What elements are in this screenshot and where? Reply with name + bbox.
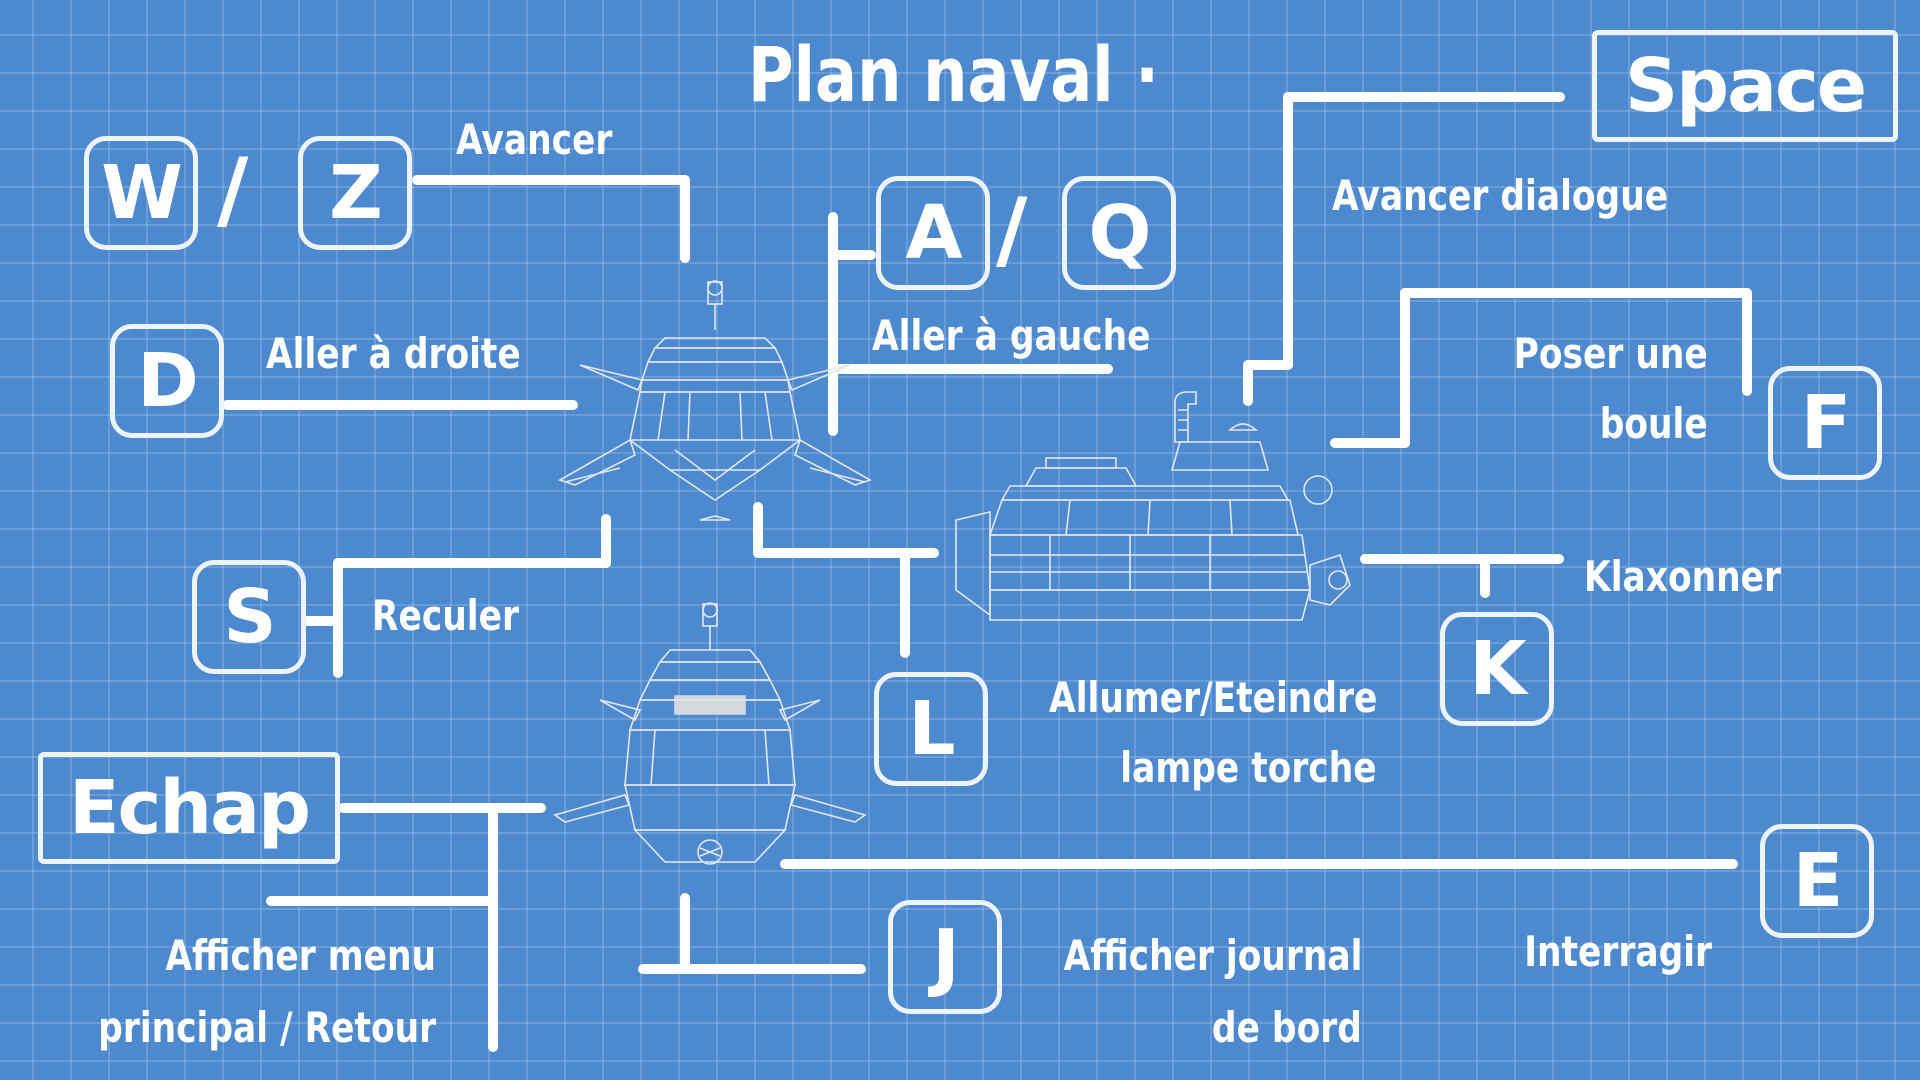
- connector-journal-v: [680, 893, 690, 973]
- label-left: Aller à gauche: [872, 311, 1151, 360]
- key-f: F: [1768, 366, 1882, 480]
- label-horn: Klaxonner: [1584, 552, 1781, 601]
- connector-left-top: [828, 250, 876, 260]
- connector-right: [222, 400, 578, 410]
- boat-front-view-wireframe: [558, 280, 872, 521]
- label-back: Reculer: [372, 591, 519, 640]
- connector-torch-h: [753, 548, 939, 558]
- label-right: Aller à droite: [266, 329, 521, 378]
- connector-dialogue-h1: [1283, 92, 1565, 102]
- label-ball-line2: boule: [1600, 399, 1708, 448]
- key-e: E: [1760, 824, 1874, 938]
- connector-interact: [780, 859, 1738, 869]
- page-title: Plan naval ·: [748, 30, 1159, 119]
- label-torch-line2: lampe torche: [1120, 743, 1377, 792]
- key-d: D: [110, 324, 224, 438]
- connector-menu-v: [488, 808, 498, 1052]
- key-separator: /: [996, 180, 1028, 280]
- connector-ball-h2: [1330, 438, 1410, 448]
- key-l: L: [874, 672, 988, 786]
- label-ball-line1: Poser une: [1513, 329, 1708, 378]
- key-k: K: [1440, 612, 1554, 726]
- connector-horn-h: [1360, 554, 1564, 564]
- connector-menu-h2: [266, 896, 496, 906]
- label-interact: Interragir: [1524, 927, 1712, 976]
- connector-ball-h1: [1400, 288, 1752, 298]
- label-dialogue: Avancer dialogue: [1332, 171, 1669, 220]
- connector-ball-v1: [1400, 288, 1410, 448]
- key-z: Z: [298, 136, 412, 250]
- connector-back-v1: [601, 514, 611, 568]
- boat-rear-view-wireframe: [553, 602, 867, 865]
- connector-left-bottom: [828, 364, 1113, 374]
- label-forward: Avancer: [456, 115, 613, 164]
- connector-back-h2: [302, 616, 342, 626]
- key-echap: Echap: [38, 752, 340, 864]
- key-a: A: [876, 176, 990, 290]
- label-menu-line2: principal / Retour: [98, 1003, 436, 1052]
- connector-torch-v1: [753, 502, 763, 558]
- connector-left-v: [828, 212, 838, 436]
- connector-journal-h: [638, 964, 866, 974]
- connector-forward-v: [680, 175, 690, 263]
- connector-horn-v: [1480, 554, 1490, 598]
- key-w: W: [84, 136, 198, 250]
- connector-dialogue-v: [1283, 92, 1293, 370]
- connector-forward-h: [412, 175, 690, 185]
- label-journal-line1: Afficher journal: [1063, 931, 1362, 980]
- connector-torch-v2: [900, 548, 910, 658]
- connector-dialogue-stub: [1243, 360, 1253, 406]
- connector-menu-h1: [338, 803, 546, 813]
- key-s: S: [192, 560, 306, 674]
- label-menu-line1: Afficher menu: [165, 931, 436, 980]
- connector-back-h1: [333, 558, 611, 568]
- label-journal-line2: de bord: [1212, 1003, 1362, 1052]
- connector-ball-v2: [1742, 288, 1752, 396]
- connector-dialogue-h2: [1243, 360, 1293, 370]
- key-space: Space: [1592, 30, 1898, 142]
- key-separator: /: [217, 140, 249, 240]
- label-torch-line1: Allumer/Eteindre: [1048, 673, 1377, 722]
- key-j: J: [888, 900, 1002, 1014]
- key-q: Q: [1062, 176, 1176, 290]
- boat-side-view-wireframe: [955, 391, 1351, 621]
